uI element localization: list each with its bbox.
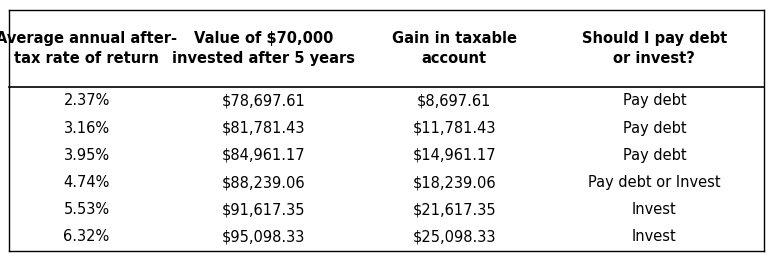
Text: Invest: Invest <box>632 229 676 245</box>
Text: Gain in taxable
account: Gain in taxable account <box>392 32 517 66</box>
Text: Invest: Invest <box>632 202 676 217</box>
Text: Pay debt: Pay debt <box>622 148 686 163</box>
Text: Pay debt: Pay debt <box>622 93 686 108</box>
Text: 6.32%: 6.32% <box>63 229 110 245</box>
Text: $25,098.33: $25,098.33 <box>413 229 496 245</box>
Text: Should I pay debt
or invest?: Should I pay debt or invest? <box>582 32 727 66</box>
Text: $95,098.33: $95,098.33 <box>222 229 305 245</box>
Text: 2.37%: 2.37% <box>63 93 110 108</box>
Text: $21,617.35: $21,617.35 <box>413 202 496 217</box>
Text: Pay debt: Pay debt <box>622 121 686 136</box>
Text: Pay debt or Invest: Pay debt or Invest <box>588 175 720 190</box>
Text: Average annual after-
tax rate of return: Average annual after- tax rate of return <box>0 32 177 66</box>
Text: $14,961.17: $14,961.17 <box>413 148 496 163</box>
Text: 5.53%: 5.53% <box>63 202 110 217</box>
Text: $78,697.61: $78,697.61 <box>222 93 306 108</box>
Text: 3.95%: 3.95% <box>63 148 110 163</box>
Text: $88,239.06: $88,239.06 <box>222 175 305 190</box>
Text: Value of $70,000
invested after 5 years: Value of $70,000 invested after 5 years <box>172 32 356 66</box>
Text: $84,961.17: $84,961.17 <box>222 148 305 163</box>
Text: 3.16%: 3.16% <box>63 121 110 136</box>
Text: $18,239.06: $18,239.06 <box>413 175 496 190</box>
Text: $91,617.35: $91,617.35 <box>222 202 305 217</box>
Text: $81,781.43: $81,781.43 <box>222 121 305 136</box>
Text: 4.74%: 4.74% <box>63 175 110 190</box>
Text: $8,697.61: $8,697.61 <box>417 93 492 108</box>
Text: $11,781.43: $11,781.43 <box>413 121 496 136</box>
